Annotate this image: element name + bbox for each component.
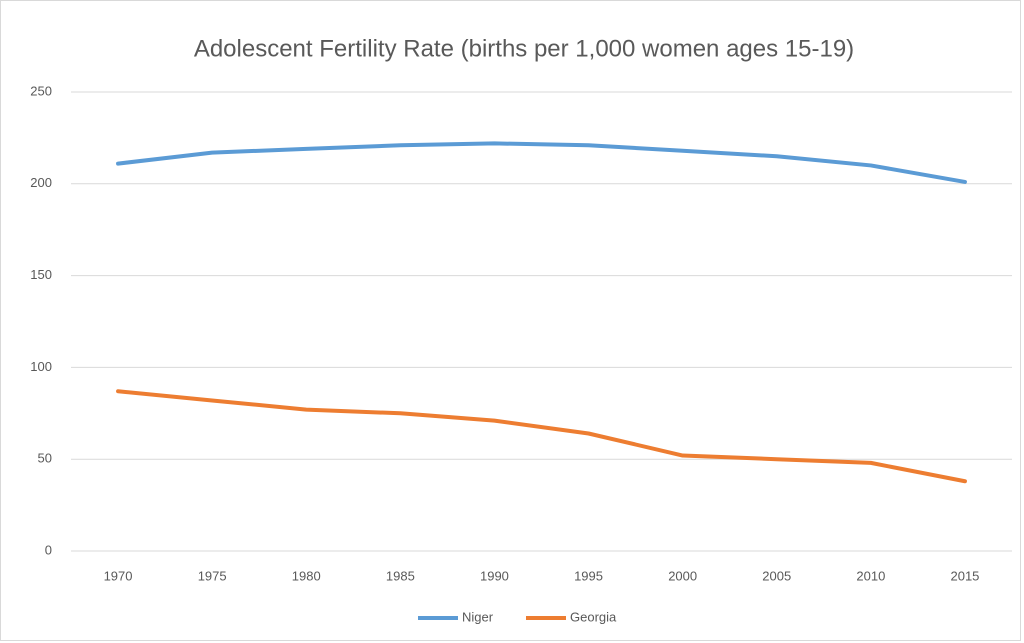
chart-title: Adolescent Fertility Rate (births per 1,… [194, 35, 854, 62]
y-tick-label: 50 [38, 451, 52, 466]
x-tick-label: 2010 [856, 568, 885, 583]
x-tick-label: 2015 [950, 568, 979, 583]
series-line [116, 389, 967, 484]
x-tick-label: 1995 [574, 568, 603, 583]
y-tick-label: 150 [30, 267, 52, 282]
y-tick-label: 100 [30, 359, 52, 374]
y-tick-label: 250 [30, 83, 52, 98]
x-tick-label: 1990 [480, 568, 509, 583]
x-tick-label: 1975 [198, 568, 227, 583]
legend-label: Niger [462, 609, 494, 624]
x-tick-label: 1985 [386, 568, 415, 583]
y-tick-label: 0 [45, 542, 52, 557]
legend-label: Georgia [570, 609, 617, 624]
y-tick-label: 200 [30, 175, 52, 190]
x-tick-label: 2005 [762, 568, 791, 583]
series-line [116, 141, 967, 184]
x-tick-label: 2000 [668, 568, 697, 583]
x-tick-label: 1970 [104, 568, 133, 583]
x-tick-label: 1980 [292, 568, 321, 583]
